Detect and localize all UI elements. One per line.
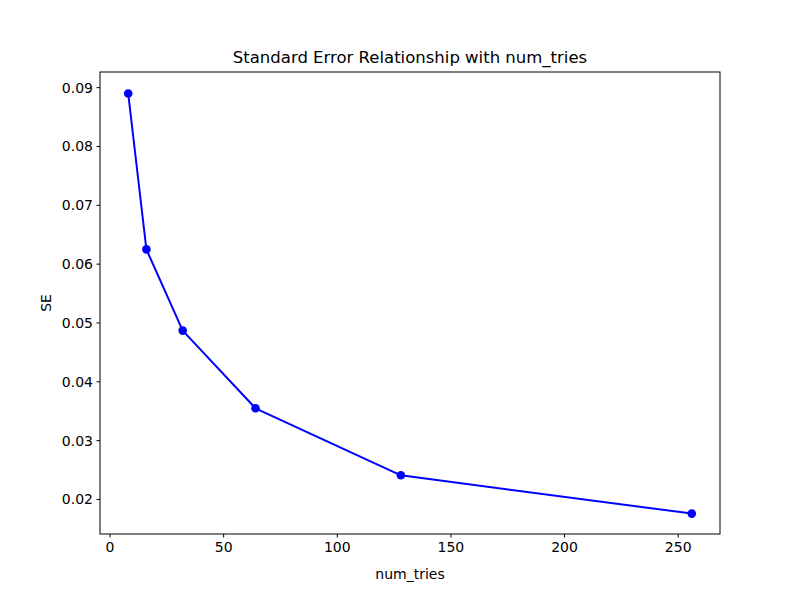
x-tick-label: 0 — [106, 539, 115, 555]
data-point-marker — [688, 509, 697, 518]
x-axis-ticks: 0 50 100 150 200 250 — [106, 534, 692, 555]
x-tick-label: 150 — [438, 539, 465, 555]
y-tick-label: 0.08 — [62, 138, 93, 154]
x-tick-label: 250 — [665, 539, 692, 555]
data-point-marker — [178, 326, 187, 335]
line-chart: 0 50 100 150 200 250 0.02 0.03 0.04 0.05 0.06 0.07… — [0, 0, 800, 600]
y-tick-label: 0.03 — [62, 433, 93, 449]
data-point-marker — [124, 89, 133, 98]
y-axis-ticks: 0.02 0.03 0.04 0.05 0.06 0.07 0.08 0.09 — [62, 80, 100, 508]
x-tick-label: 50 — [215, 539, 233, 555]
chart-title: Standard Error Relationship with num_tri… — [233, 48, 587, 68]
data-point-marker — [251, 404, 260, 413]
y-tick-label: 0.05 — [62, 315, 93, 331]
data-point-marker — [397, 471, 406, 480]
y-tick-label: 0.09 — [62, 80, 93, 96]
data-point-marker — [142, 245, 151, 254]
y-tick-label: 0.07 — [62, 197, 93, 213]
plot-area — [100, 72, 720, 534]
y-axis-title: SE — [38, 294, 54, 312]
x-tick-label: 200 — [551, 539, 578, 555]
y-tick-label: 0.02 — [62, 491, 93, 507]
y-tick-label: 0.06 — [62, 256, 93, 272]
y-tick-label: 0.04 — [62, 374, 93, 390]
x-tick-label: 100 — [324, 539, 351, 555]
figure-canvas: 0 50 100 150 200 250 0.02 0.03 0.04 0.05 0.06 0.07… — [0, 0, 800, 600]
x-axis-title: num_tries — [375, 566, 444, 582]
